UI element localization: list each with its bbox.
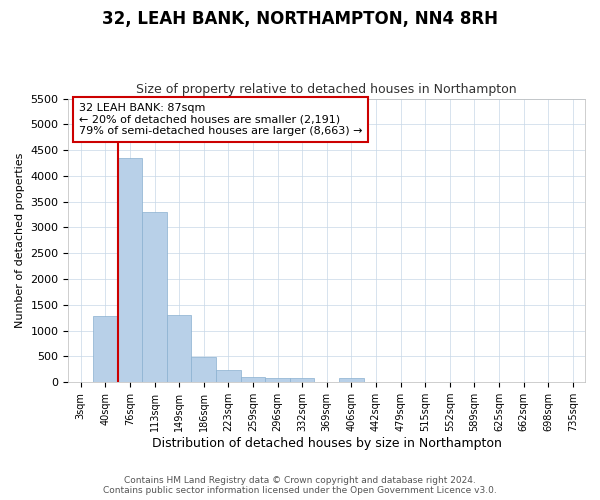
Y-axis label: Number of detached properties: Number of detached properties bbox=[15, 152, 25, 328]
Text: 32 LEAH BANK: 87sqm
← 20% of detached houses are smaller (2,191)
79% of semi-det: 32 LEAH BANK: 87sqm ← 20% of detached ho… bbox=[79, 103, 362, 136]
Bar bbox=[93, 316, 118, 382]
Bar bbox=[339, 378, 364, 382]
Bar bbox=[142, 212, 167, 382]
Bar bbox=[241, 377, 265, 382]
Text: Contains HM Land Registry data © Crown copyright and database right 2024.
Contai: Contains HM Land Registry data © Crown c… bbox=[103, 476, 497, 495]
Text: 32, LEAH BANK, NORTHAMPTON, NN4 8RH: 32, LEAH BANK, NORTHAMPTON, NN4 8RH bbox=[102, 10, 498, 28]
Bar bbox=[290, 378, 314, 382]
Bar bbox=[191, 358, 216, 382]
X-axis label: Distribution of detached houses by size in Northampton: Distribution of detached houses by size … bbox=[152, 437, 502, 450]
Bar bbox=[216, 370, 241, 382]
Bar bbox=[167, 315, 191, 382]
Title: Size of property relative to detached houses in Northampton: Size of property relative to detached ho… bbox=[136, 83, 517, 96]
Bar bbox=[118, 158, 142, 382]
Bar bbox=[265, 378, 290, 382]
